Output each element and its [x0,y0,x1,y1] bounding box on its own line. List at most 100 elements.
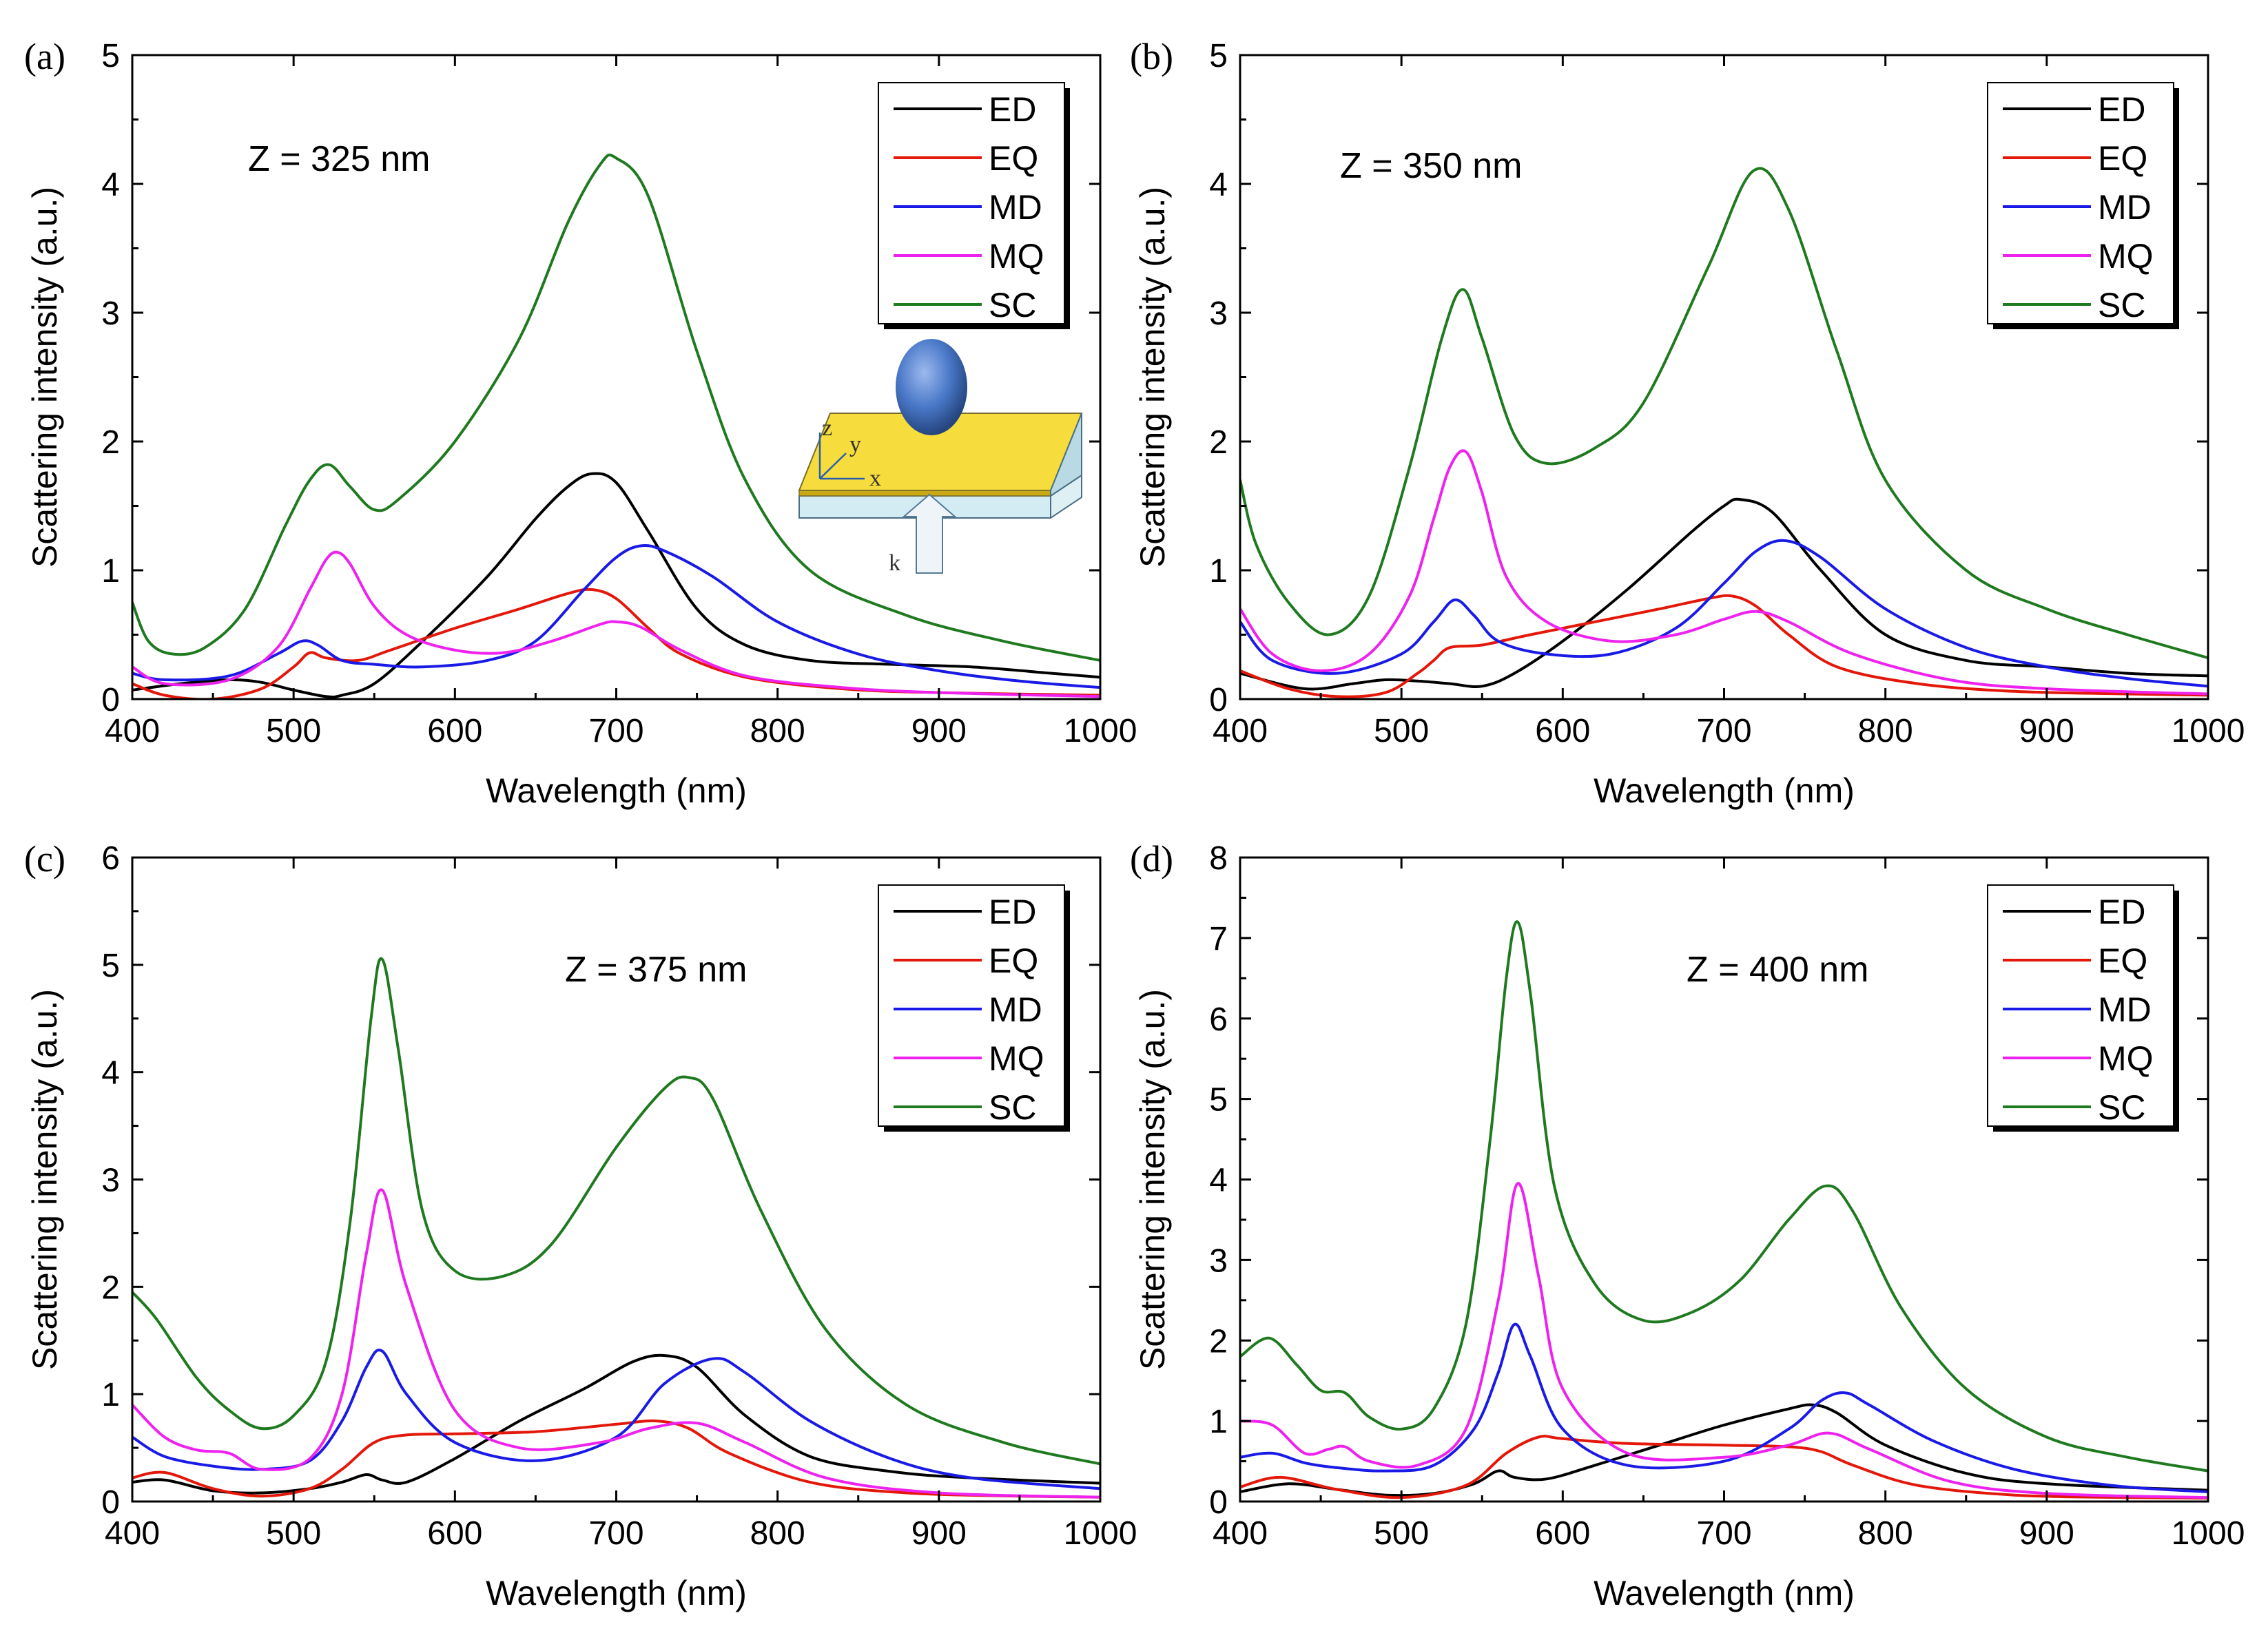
z-annotation: Z = 400 nm [1687,950,1868,990]
y-tick-label: 7 [1209,921,1228,957]
y-tick-label: 5 [101,948,120,984]
k-label: k [889,550,900,576]
legend-label-mq: MQ [2098,237,2154,276]
legend-label-ed: ED [989,90,1036,129]
panel-label: (d) [1130,838,1173,880]
y-tick-label: 3 [1209,1243,1228,1279]
x-tick-label: 500 [266,1515,321,1552]
inset-schematic: zyx k [798,339,1083,576]
x-tick-label: 1000 [2172,1515,2245,1552]
series-line-eq [1240,1435,2208,1500]
x-axis-title: Wavelength (nm) [486,1574,747,1612]
panel-label: (b) [1130,36,1173,77]
substrate-side [1050,413,1082,497]
x-axis-title: Wavelength (nm) [1594,1574,1855,1612]
series-line-md [132,543,1100,689]
chart-panel-b: 400 500 600 700 800 900 1000 0 1 2 3 4 5 Wavelength (… [1130,36,2245,810]
series-line-sc [132,957,1100,1466]
y-tick-label: 0 [101,1484,120,1521]
y-tick-label: 4 [101,1055,120,1092]
legend-label-sc: SC [989,1088,1036,1127]
y-tick-label: 0 [1209,1484,1228,1521]
x-tick-label: 600 [427,1515,482,1552]
x-tick-label: 900 [2019,713,2074,749]
panel-label: (a) [24,36,65,77]
legend-label-eq: EQ [2098,139,2147,178]
series-line-md [1240,1322,2208,1493]
series-line-ed [132,472,1100,699]
x-tick-label: 700 [588,713,643,749]
y-tick-label: 0 [1209,682,1228,718]
x-tick-label: 800 [750,713,805,749]
chart-panel-c: 400 500 600 700 800 900 1000 0 1 2 3 4 5 6 Wavelength … [24,838,1137,1612]
legend-box [878,82,1065,324]
x-tick-label: 1000 [1064,713,1137,749]
legend: ED EQ MD MQ SC [1987,82,2179,329]
series-line-mq [132,1188,1100,1499]
series-group [132,154,1100,699]
series-line-eq [1240,594,2208,698]
y-tick-label: 1 [101,553,120,590]
x-tick-label: 700 [588,1515,643,1552]
series-line-ed [1240,1403,2208,1497]
x-tick-label: 800 [1858,713,1913,749]
x-tick-label: 500 [1374,713,1429,749]
legend-label-md: MD [2098,188,2152,227]
x-axis-title: Wavelength (nm) [486,771,747,810]
series-line-md [1240,539,2208,688]
axis-y-label: y [849,432,861,457]
legend-label-md: MD [2098,990,2152,1029]
legend-label-ed: ED [2098,893,2145,931]
y-tick-label: 3 [1209,295,1228,332]
x-tick-label: 500 [266,713,321,749]
x-tick-label: 800 [750,1515,805,1552]
legend-label-eq: EQ [989,942,1038,980]
legend-label-md: MD [989,188,1042,227]
series-line-ed [1240,497,2208,691]
z-annotation: Z = 375 nm [565,950,747,990]
legend-label-mq: MQ [989,237,1044,276]
series-line-eq [132,1419,1100,1499]
series-line-sc [1240,920,2208,1473]
x-tick-label: 600 [427,713,482,749]
x-tick-label: 400 [105,1515,160,1552]
y-tick-label: 6 [1209,1001,1228,1038]
x-tick-label: 1000 [2172,713,2245,749]
series-group [1240,167,2208,698]
legend-box [878,884,1065,1127]
y-tick-label: 1 [101,1377,120,1413]
legend-label-sc: SC [2098,1088,2145,1127]
y-tick-label: 4 [101,167,120,203]
legend-box [1987,884,2174,1127]
y-tick-label: 1 [1209,553,1228,590]
y-axis-title: Scattering intensity (a.u.) [25,989,64,1370]
legend-label-mq: MQ [989,1039,1044,1078]
legend: ED EQ MD MQ SC [878,884,1070,1132]
legend-label-eq: EQ [2098,942,2147,980]
x-tick-label: 400 [1213,1515,1268,1552]
x-tick-label: 1000 [1064,1515,1137,1552]
z-annotation: Z = 325 nm [248,139,430,179]
series-line-ed [132,1353,1100,1495]
series-line-mq [132,550,1100,698]
chart-panel-d: 400 500 600 700 800 900 1000 0 1 2 3 4 5 6 7 8 Wavelengt… [1130,838,2245,1612]
x-tick-label: 900 [2019,1515,2074,1552]
axis-y-arrow [819,453,847,479]
y-tick-label: 3 [101,295,120,332]
y-tick-label: 6 [101,840,120,877]
x-tick-label: 600 [1535,1515,1590,1552]
axis-z-label: z [822,415,832,441]
series-line-sc [1240,167,2208,660]
chart-panel-a: 400 500 600 700 800 900 1000 0 1 2 3 4 5 Wavelength (… [24,36,1137,810]
y-tick-label: 2 [101,1269,120,1306]
legend-label-ed: ED [989,893,1036,931]
y-tick-label: 4 [1209,167,1228,203]
legend: ED EQ MD MQ SC [1987,884,2179,1132]
y-tick-label: 2 [1209,424,1228,461]
incident-k-arrow [902,493,957,574]
y-tick-label: 5 [1209,38,1228,74]
series-group [132,957,1100,1499]
x-tick-label: 400 [105,713,160,749]
y-axis-title: Scattering intensity (a.u.) [1133,187,1172,568]
